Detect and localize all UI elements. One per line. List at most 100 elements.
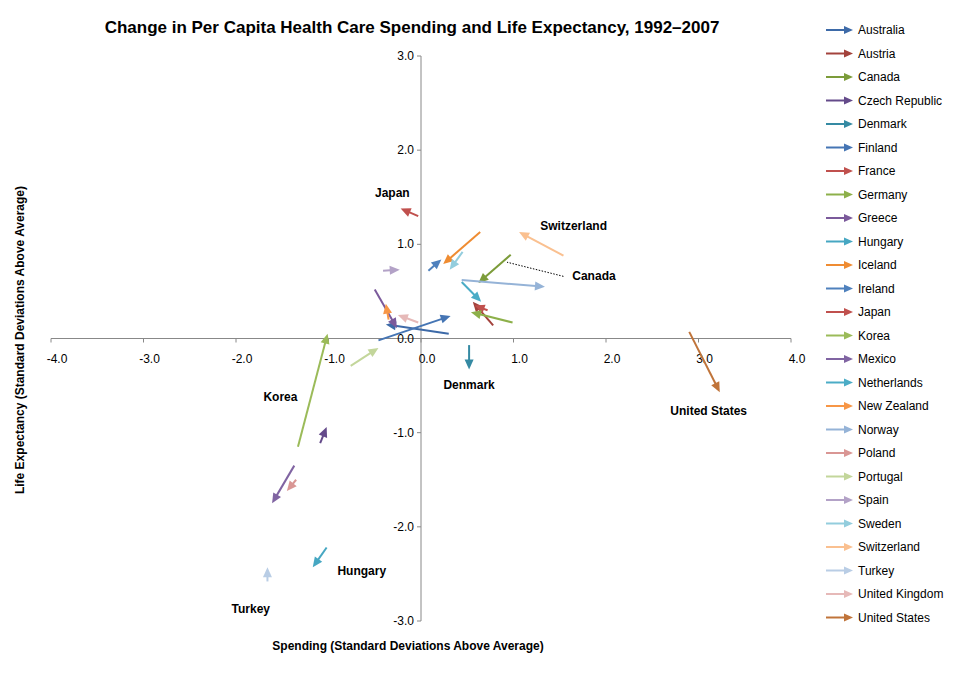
legend-swatch [826,311,846,313]
legend-label: Ireland [858,282,895,296]
legend-swatch-head [844,378,853,386]
x-tick-label: -1.0 [324,352,345,366]
chart: Change in Per Capita Health Care Spendin… [0,0,963,682]
legend-swatch [826,264,846,266]
arrow-shaft [375,290,394,323]
arrow-head [431,259,441,269]
legend-label: Denmark [858,117,908,131]
legend-label: New Zealand [858,399,929,413]
legend-label: United Kingdom [858,587,943,601]
arrow-head [383,304,392,315]
arrow-head [450,259,460,270]
legend-swatch-head [844,49,853,57]
arrow-head [287,480,297,491]
arrow-head [321,334,330,345]
annotation: Korea [263,390,297,404]
y-tick-label: -3.0 [393,614,414,628]
legend-swatch-head [844,143,853,151]
y-tick [417,56,421,57]
y-tick-label: -1.0 [393,426,414,440]
legend-label: Hungary [858,235,903,249]
arrow-shaft [483,255,511,279]
legend-swatch [826,382,846,384]
legend-swatch [826,288,846,290]
arrow-head [535,281,545,290]
x-tick-label: 1.0 [511,352,528,366]
legend-swatch-head [844,402,853,410]
legend-swatch-head [844,190,853,198]
legend-swatch [826,170,846,172]
x-tick [606,339,607,343]
legend-label: Mexico [858,352,896,366]
arrow-head [263,567,272,577]
arrow-head [272,492,281,503]
annotation: Hungary [337,564,386,578]
legend-label: Iceland [858,258,897,272]
legend-swatch [826,429,846,431]
legend-label: Japan [858,305,891,319]
arrow-shaft [524,235,563,256]
legend-swatch [826,194,846,196]
legend-swatch [826,499,846,501]
legend-label: Spain [858,493,889,507]
arrow-head [440,315,451,324]
arrow-head [401,208,412,216]
legend-swatch [826,617,846,619]
arrow-shaft [298,340,326,447]
x-tick [51,339,52,343]
legend-swatch-head [844,120,853,128]
legend-swatch-head [844,613,853,621]
legend-swatch-head [844,449,853,457]
annotation-line [507,262,563,276]
y-tick [417,621,421,622]
arrow-head [519,232,530,241]
legend-swatch-head [844,590,853,598]
legend-swatch [826,241,846,243]
arrow-shaft [689,332,717,387]
legend-swatch-head [844,261,853,269]
x-tick [791,339,792,343]
arrow-head [398,314,409,322]
x-tick [421,339,422,343]
annotation: Switzerland [540,219,607,233]
marks [263,208,720,581]
annotation: Turkey [232,602,271,616]
x-tick-label: -3.0 [139,352,160,366]
legend-label: Switzerland [858,540,920,554]
legend-swatch-head [844,26,853,34]
x-tick [698,339,699,343]
x-tick-label: 4.0 [789,352,806,366]
arrow-head [471,310,482,319]
arrow-shaft [462,280,539,286]
arrow-shaft [351,351,374,366]
legend-label: United States [858,611,930,625]
x-axis [51,338,791,339]
legend-swatch-head [844,566,853,574]
legend: AustraliaAustriaCanadaCzech RepublicDenm… [826,23,943,625]
legend-swatch [826,53,846,55]
legend-label: Portugal [858,470,903,484]
arrow-shaft [477,314,513,323]
legend-swatch-head [844,237,853,245]
legend-label: Turkey [858,564,894,578]
legend-label: Poland [858,446,895,460]
y-tick [417,244,421,245]
x-tick-label: 2.0 [604,352,621,366]
legend-label: Finland [858,141,897,155]
y-tick [417,432,421,433]
legend-swatch-head [844,167,853,175]
legend-swatch [826,358,846,360]
legend-swatch [826,570,846,572]
annotation: United States [670,404,747,418]
legend-swatch-head [844,543,853,551]
legend-swatch [826,523,846,525]
x-tick [143,339,144,343]
x-tick [513,339,514,343]
legend-swatch [826,147,846,149]
arrow-head [471,291,481,301]
legend-swatch-head [844,472,853,480]
legend-swatch [826,335,846,337]
title: Change in Per Capita Health Care Spendin… [105,18,720,37]
legend-swatch-head [844,214,853,222]
arrow-head [465,360,474,370]
